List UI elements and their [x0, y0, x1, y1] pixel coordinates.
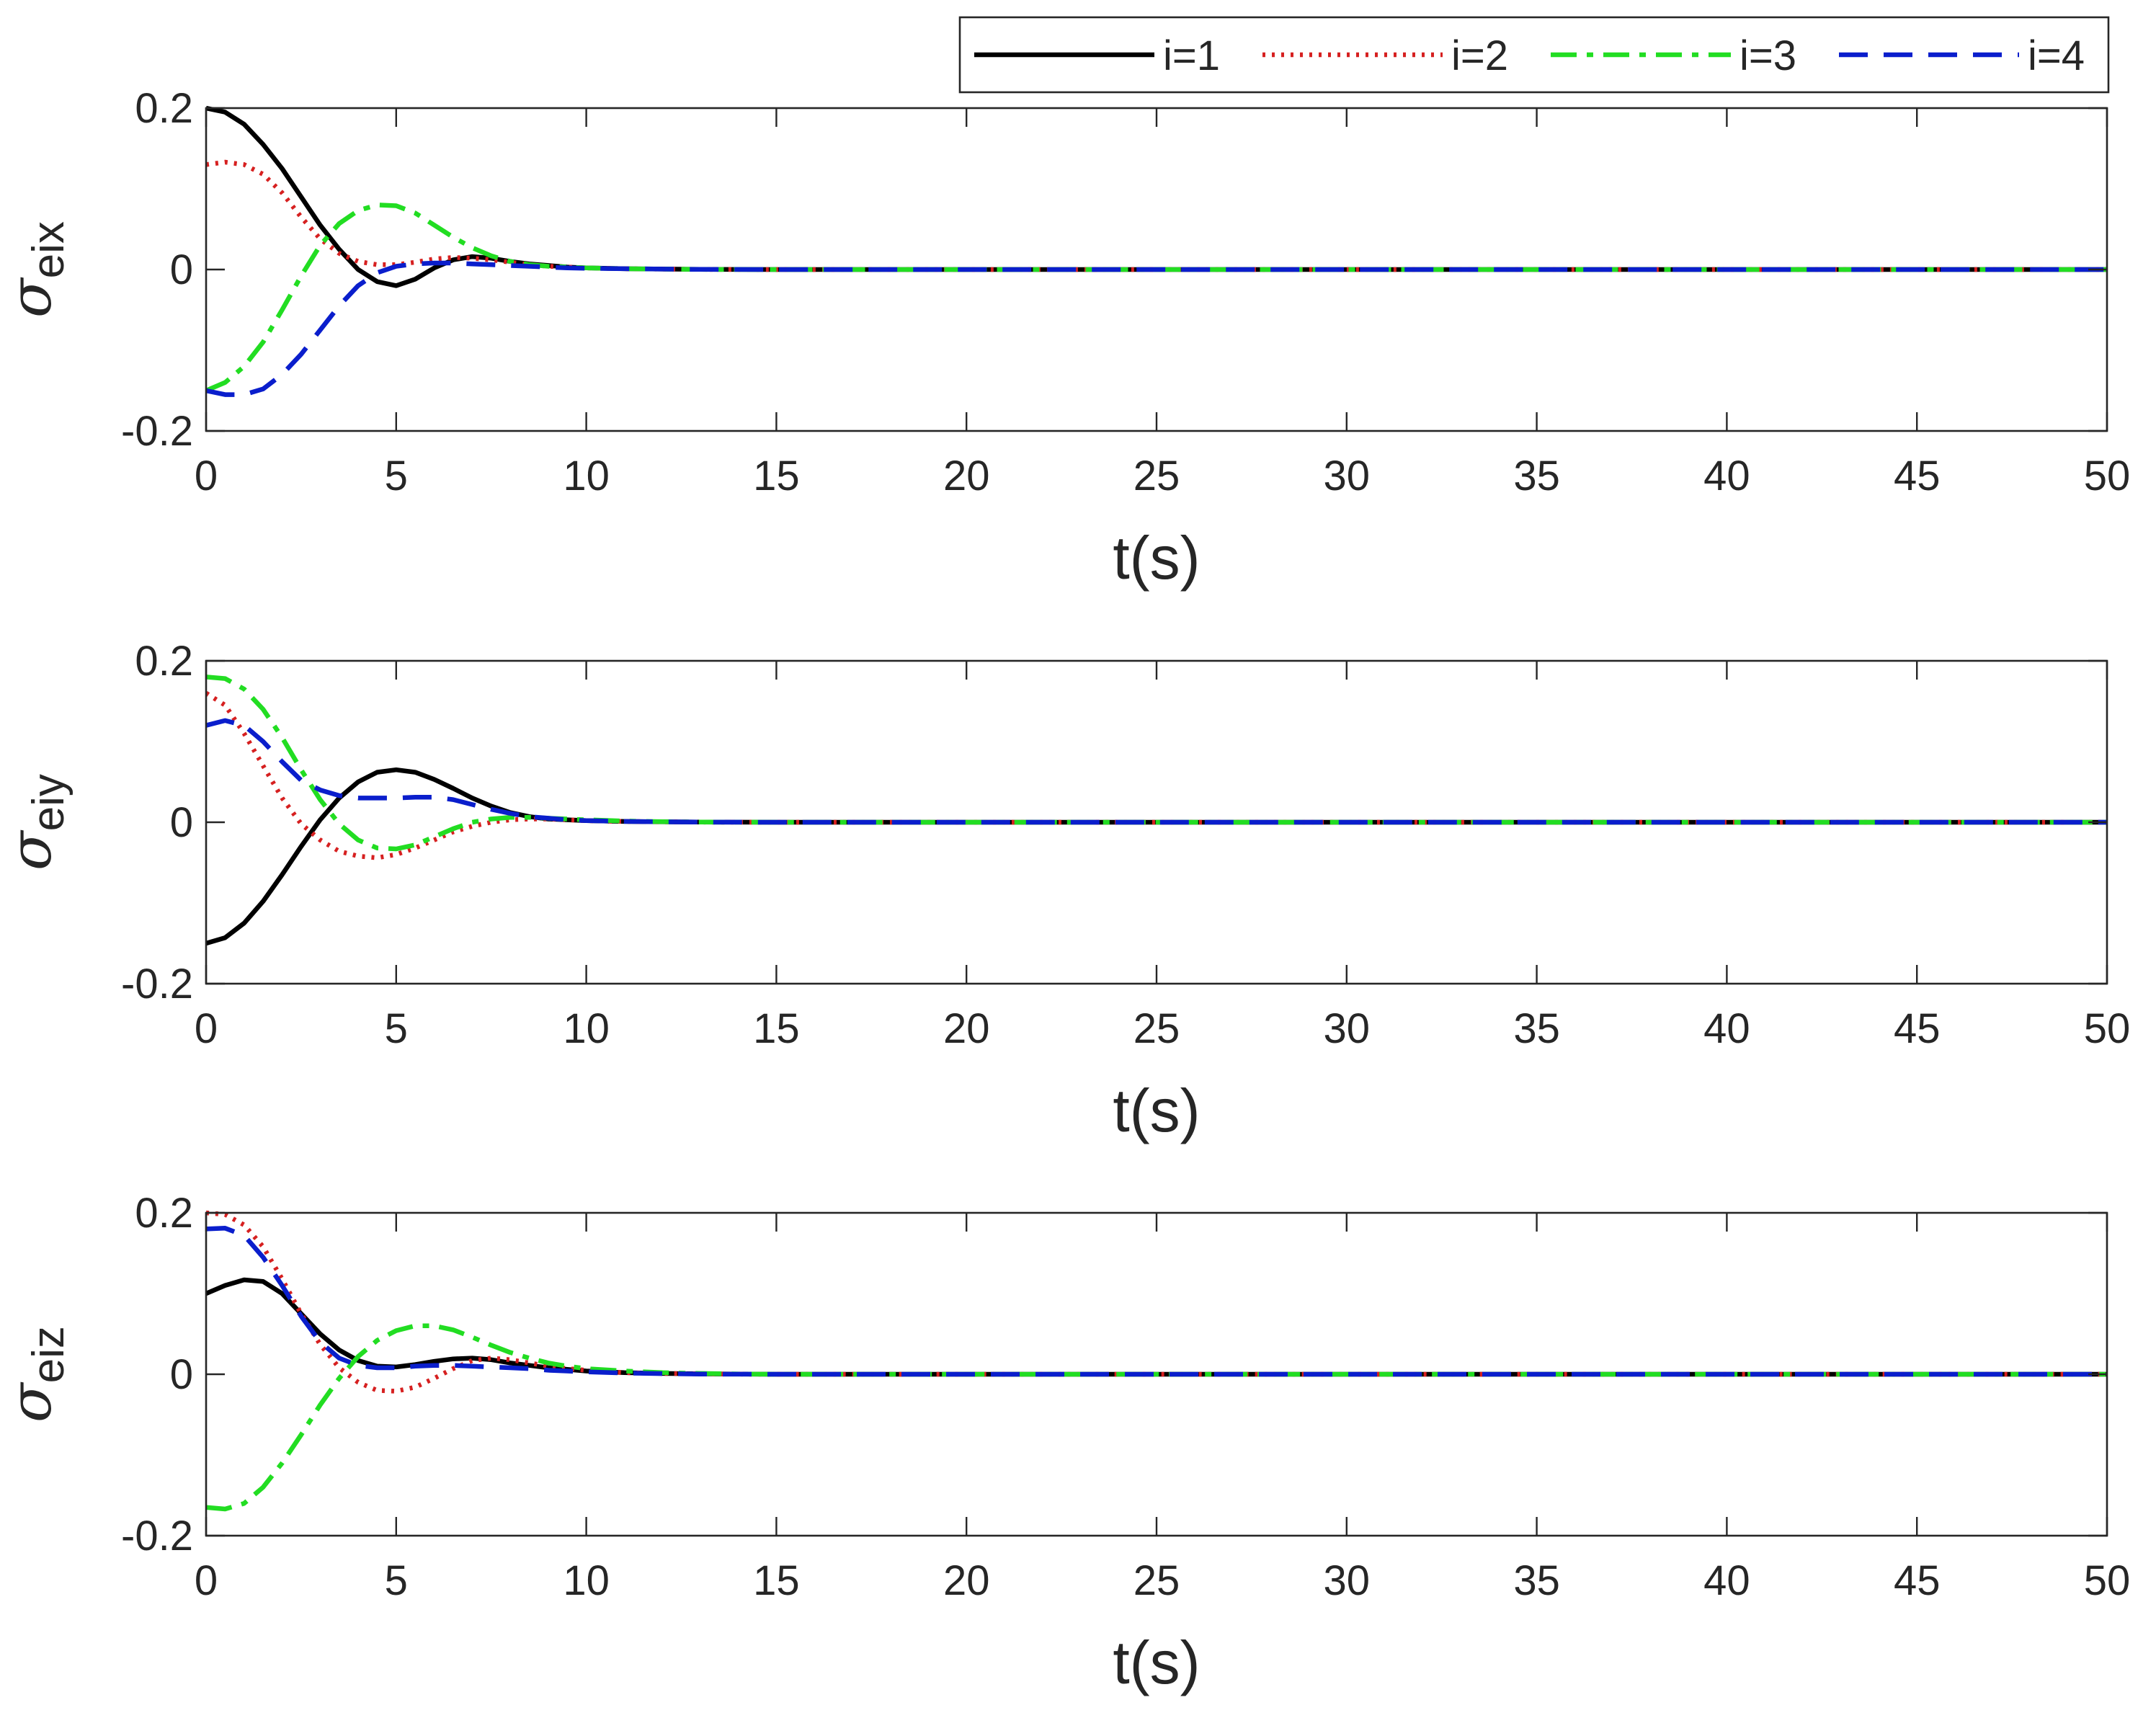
x-tick-label: 35 — [1513, 1005, 1560, 1052]
x-tick-label: 45 — [1894, 1005, 1941, 1052]
x-tick-label: 45 — [1894, 1557, 1941, 1604]
y-tick-label: 0.2 — [135, 638, 193, 685]
series-line-i3 — [206, 1323, 2107, 1512]
y-tick-label: 0.2 — [135, 85, 193, 132]
legend-label: i=1 — [1163, 32, 1220, 79]
series-line-i4 — [206, 1226, 2107, 1377]
series-line-i4 — [206, 718, 2107, 825]
panel-sigma-eiy: 0 5 10 15 20 25 30 35 40 45 50-0.200.2t(s)σeiy — [0, 638, 2130, 1144]
x-tick-label: 20 — [943, 453, 990, 499]
series-line-i4 — [206, 260, 2107, 397]
x-tick-label: 30 — [1324, 1557, 1371, 1604]
x-axis-label: t(s) — [1113, 524, 1200, 592]
y-tick-label: -0.2 — [121, 408, 193, 455]
y-tick-label: 0 — [170, 799, 193, 846]
y-axis-label: σeiy — [0, 774, 74, 871]
legend-label: i=2 — [1451, 32, 1508, 79]
x-tick-label: 15 — [753, 453, 800, 499]
x-tick-label: 40 — [1703, 1557, 1750, 1604]
y-axis-label: σeix — [0, 221, 74, 318]
x-tick-label: 20 — [943, 1005, 990, 1052]
legend-label: i=4 — [2028, 32, 2085, 79]
y-tick-label: 0 — [170, 1351, 193, 1398]
legend-label: i=3 — [1740, 32, 1796, 79]
y-tick-label: -0.2 — [121, 961, 193, 1007]
y-tick-label: -0.2 — [121, 1513, 193, 1559]
x-tick-label: 25 — [1133, 1005, 1180, 1052]
y-tick-label: 0.2 — [135, 1190, 193, 1237]
x-axis-label: t(s) — [1113, 1629, 1200, 1696]
x-tick-label: 25 — [1133, 453, 1180, 499]
x-tick-label: 0 — [195, 1005, 218, 1052]
x-tick-label: 30 — [1324, 1005, 1371, 1052]
x-tick-label: 50 — [2084, 1005, 2131, 1052]
x-tick-label: 40 — [1703, 1005, 1750, 1052]
x-tick-label: 35 — [1513, 453, 1560, 499]
series-group — [206, 675, 2107, 946]
y-tick-label: 0 — [170, 246, 193, 293]
x-tick-label: 25 — [1133, 1557, 1180, 1604]
x-tick-label: 10 — [563, 1005, 610, 1052]
x-tick-label: 30 — [1324, 453, 1371, 499]
x-tick-label: 0 — [195, 453, 218, 499]
series-group — [206, 105, 2107, 397]
x-tick-label: 45 — [1894, 453, 1941, 499]
x-tick-label: 5 — [385, 453, 408, 499]
legend: i=1 i=2 i=3 i=4 — [958, 16, 2110, 94]
x-tick-label: 35 — [1513, 1557, 1560, 1604]
x-tick-label: 40 — [1703, 453, 1750, 499]
x-tick-label: 10 — [563, 1557, 610, 1604]
x-tick-label: 0 — [195, 1557, 218, 1604]
x-tick-label: 50 — [2084, 1557, 2131, 1604]
panel-sigma-eix: 0 5 10 15 20 25 30 35 40 45 50-0.200.2t(s)σeix — [0, 85, 2130, 592]
y-axis-label: σeiz — [0, 1326, 74, 1423]
x-tick-label: 5 — [385, 1557, 408, 1604]
series-line-i1 — [206, 767, 2107, 946]
series-group — [206, 1210, 2107, 1512]
panel-sigma-eiz: 0 5 10 15 20 25 30 35 40 45 50-0.200.2t(s)σeiz — [0, 1190, 2130, 1696]
x-tick-label: 15 — [753, 1557, 800, 1604]
x-tick-label: 50 — [2084, 453, 2131, 499]
x-tick-label: 15 — [753, 1005, 800, 1052]
x-tick-label: 20 — [943, 1557, 990, 1604]
x-tick-label: 10 — [563, 453, 610, 499]
x-axis-label: t(s) — [1113, 1077, 1200, 1144]
x-tick-label: 5 — [385, 1005, 408, 1052]
